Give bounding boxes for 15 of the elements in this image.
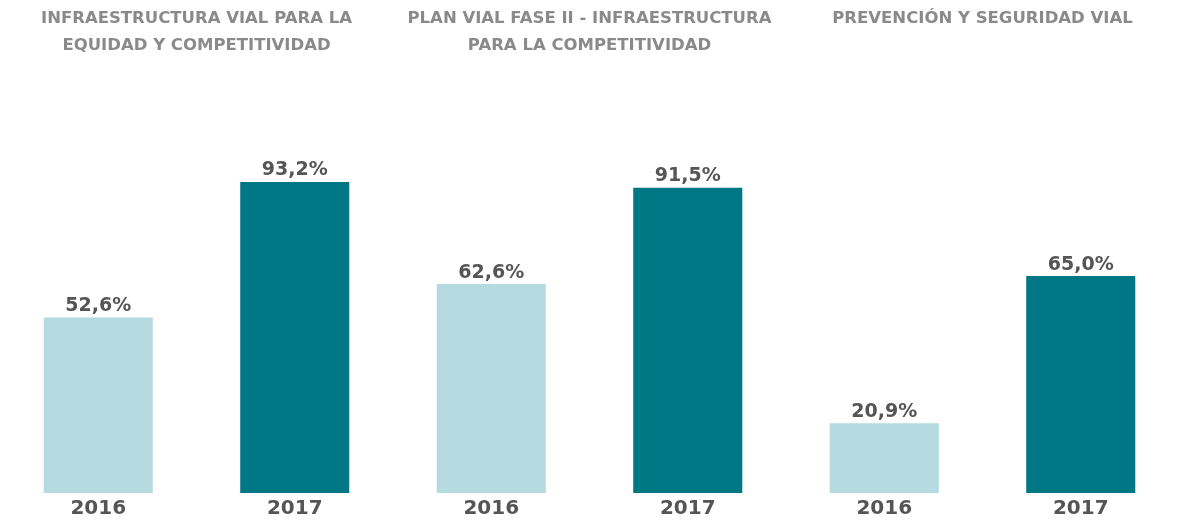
chart-title: PLAN VIAL FASE II - INFRAESTRUCTURA PARA LA COMPETITIVIDAD <box>406 7 773 56</box>
data-label: 62,6% <box>458 259 525 282</box>
x-tick-label: 2016 <box>856 495 913 520</box>
x-tick-label: 2016 <box>70 495 127 520</box>
data-label: 52,6% <box>65 292 132 315</box>
chart-title: PREVENCIÓN Y SEGURIDAD VIAL <box>831 7 1134 29</box>
x-tick-label: 2017 <box>266 495 323 520</box>
data-label: 65,0% <box>1047 251 1114 274</box>
x-tick-label: 2017 <box>1052 495 1109 520</box>
data-label: 20,9% <box>851 398 918 421</box>
data-label: 93,2% <box>261 157 328 180</box>
x-tick-label: 2017 <box>659 495 716 520</box>
x-tick-label: 2016 <box>463 495 520 520</box>
data-label: 91,5% <box>654 163 721 186</box>
chart-title: INFRAESTRUCTURA VIAL PARA LA EQUIDAD Y COMPETITIVIDAD <box>40 7 353 56</box>
